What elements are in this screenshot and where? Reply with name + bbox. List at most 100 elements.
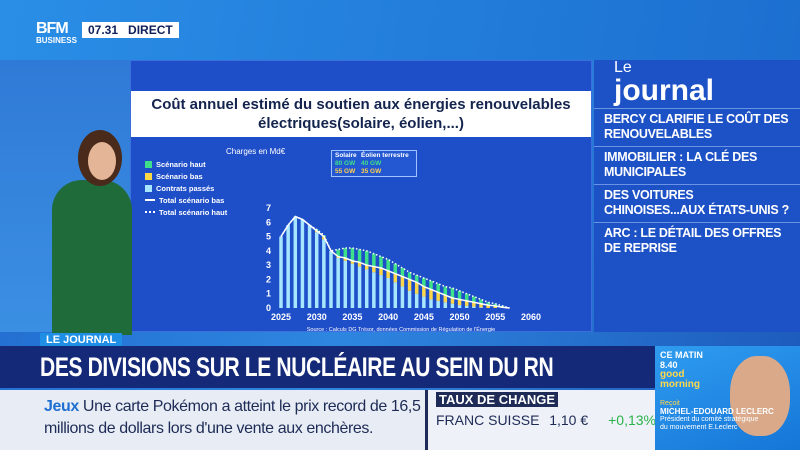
bar-scenario-haut <box>436 283 440 293</box>
bar-scenario-bas <box>443 295 448 303</box>
bar-contrats-passes <box>479 307 483 308</box>
bar-scenario-bas <box>343 258 348 261</box>
bar-scenario-haut <box>379 256 383 268</box>
legend-label: Contrats passés <box>156 183 215 193</box>
guest-name: MICHEL-EDOUARD LECLERC <box>660 407 774 416</box>
fx-header: TAUX DE CHANGE <box>436 392 559 407</box>
y-tick-label: 0 <box>266 303 271 313</box>
bar-scenario-haut <box>414 275 419 283</box>
capacity-box: Solaire Éolien terrestre 80 GW 40 GW 55 GW… <box>331 150 417 177</box>
bar-scenario-bas <box>436 292 440 301</box>
bar-scenario-haut <box>457 290 462 300</box>
bar-scenario-bas <box>472 302 476 307</box>
legend-label: Scénario haut <box>156 159 206 169</box>
legend-label: Scénario bas <box>156 171 203 181</box>
bar-contrats-passes <box>422 296 426 308</box>
promo-when: CE MATIN <box>660 350 703 360</box>
promo-guest: Reçoit MICHEL-EDOUARD LECLERC Président … <box>660 400 774 432</box>
bar-scenario-haut <box>350 248 355 261</box>
cap-value: 35 GW <box>361 168 382 175</box>
x-tick-label: 2060 <box>521 312 541 322</box>
show-logo: good morning <box>660 369 700 390</box>
journal-item: IMMOBILIER : LA CLÉ DES MUNICIPALES <box>594 146 800 184</box>
promo-time: 8.40 <box>660 360 678 370</box>
y-tick-label: 1 <box>266 289 271 299</box>
legend-label: Total scénario bas <box>159 195 225 205</box>
bar-scenario-bas <box>493 305 498 308</box>
bar-contrats-passes <box>450 303 455 308</box>
bar-scenario-haut <box>479 299 483 304</box>
legend-swatch <box>145 160 152 168</box>
bar-contrats-passes <box>443 302 448 308</box>
headline-band: DES DIVISIONS SUR LE NUCLÉAIRE AU SEIN D… <box>0 346 655 388</box>
bar-contrats-passes <box>357 266 362 308</box>
journal-logo: Le journal <box>614 60 714 106</box>
journal-title: journal <box>614 74 715 107</box>
bar-contrats-passes <box>372 272 376 308</box>
cap-col2: Éolien terrestre <box>361 152 409 159</box>
bar-scenario-haut <box>372 253 376 267</box>
bar-contrats-passes <box>279 236 283 308</box>
bar-contrats-passes <box>393 282 398 308</box>
bar-scenario-bas <box>407 279 412 291</box>
bar-scenario-haut <box>429 280 433 290</box>
legend-item: Scénario haut <box>145 158 227 170</box>
legend-line <box>145 211 155 213</box>
x-tick-label: 2030 <box>307 312 327 322</box>
top-bar: BFM BUSINESS 07.31 DIRECT <box>0 0 800 60</box>
bar-scenario-haut <box>464 293 469 301</box>
y-axis-label: Charges en Md€ <box>226 147 286 156</box>
bar-contrats-passes <box>336 258 340 308</box>
bar-scenario-bas <box>429 289 433 300</box>
bar-contrats-passes <box>322 239 326 308</box>
bar-scenario-bas <box>450 298 455 304</box>
cap-value: 40 GW <box>361 160 382 167</box>
journal-item: ARC : LE DÉTAIL DES OFFRES DE REPRISE <box>594 222 800 260</box>
bar-scenario-haut <box>400 268 405 277</box>
bar-contrats-passes <box>472 306 476 308</box>
y-tick-label: 4 <box>266 246 271 256</box>
chart-source: Source : Calculs DG Trésor, données Comm… <box>307 326 495 333</box>
bar-scenario-bas <box>350 260 355 264</box>
chart-title: Coût annuel estimé du soutien aux énergi… <box>131 91 591 137</box>
clock-time: 07.31 <box>88 23 119 37</box>
legend-item: Scénario bas <box>145 170 227 182</box>
bar-scenario-haut <box>386 259 390 271</box>
promo-schedule: CE MATIN 8.40 good morning <box>660 350 710 390</box>
x-tick-label: 2050 <box>450 312 470 322</box>
bar-contrats-passes <box>457 305 462 308</box>
guest-photo <box>730 356 790 436</box>
bar-scenario-haut <box>357 249 362 263</box>
bar-chart: Charges en Md€ 0 1 2 3 4 5 6 7 2025 2030 2035 2040 20… <box>226 147 541 333</box>
y-tick-label: 7 <box>266 203 271 213</box>
bar-scenario-haut <box>364 250 369 266</box>
logo-line2: BUSINESS <box>36 36 77 45</box>
legend-item: Contrats passés <box>145 182 227 194</box>
bar-scenario-haut <box>443 286 448 296</box>
bar-scenario-haut <box>450 288 455 298</box>
line-total-haut <box>280 215 510 309</box>
legend-line <box>145 199 155 201</box>
legend-item: Total scénario haut <box>145 206 227 218</box>
fx-row: FRANC SUISSE 1,10 € +0,13% <box>436 412 656 428</box>
bar-scenario-haut <box>493 303 498 306</box>
bar-scenario-bas <box>479 303 483 308</box>
journal-item: DES VOITURES CHINOISES...AUX ÉTATS-UNIS … <box>594 184 800 222</box>
bar-scenario-bas <box>379 268 383 276</box>
presenter-face <box>88 142 116 180</box>
bar-contrats-passes <box>343 260 348 308</box>
legend-swatch <box>145 184 152 192</box>
x-tick-label: 2045 <box>414 312 434 322</box>
fx-name: FRANC SUISSE <box>436 412 540 428</box>
bar-scenario-haut <box>407 272 412 280</box>
x-tick-label: 2055 <box>485 312 505 322</box>
bar-scenario-bas <box>414 282 419 294</box>
exchange-rate: TAUX DE CHANGE FRANC SUISSE 1,10 € +0,13… <box>425 390 656 450</box>
x-tick-label: 2035 <box>342 312 362 322</box>
y-tick-label: 6 <box>266 217 271 227</box>
y-tick-label: 2 <box>266 274 271 284</box>
bar-scenario-haut <box>422 278 426 287</box>
bar-contrats-passes <box>429 299 433 308</box>
journal-list: BERCY CLARIFIE LE COÛT DES RENOUVELABLES… <box>594 108 800 260</box>
bar-contrats-passes <box>364 269 369 308</box>
